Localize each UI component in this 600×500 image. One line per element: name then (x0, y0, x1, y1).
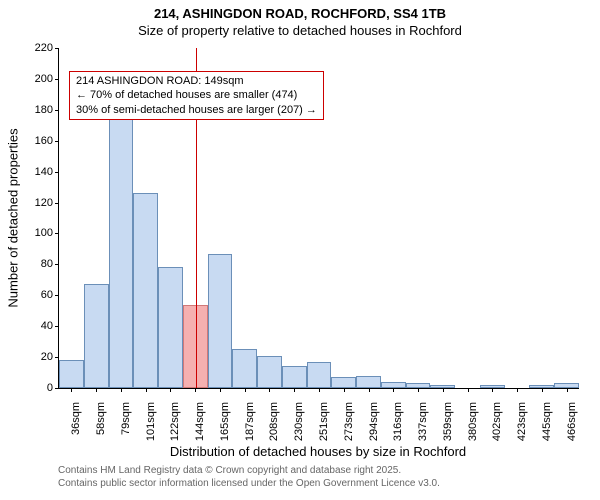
x-tick (96, 388, 97, 392)
x-tick-label: 273sqm (343, 402, 355, 441)
x-tick (146, 388, 147, 392)
x-tick-label: 58sqm (95, 402, 107, 435)
y-tick-label: 0 (47, 382, 59, 394)
histogram-bar-highlighted (183, 305, 208, 388)
histogram-bar (307, 362, 332, 388)
x-tick-label: 122sqm (169, 402, 181, 441)
x-tick (369, 388, 370, 392)
histogram-bar (133, 193, 158, 388)
y-axis-label: Number of detached properties (6, 128, 21, 307)
histogram-bar (282, 366, 307, 388)
x-tick-label: 79sqm (120, 402, 132, 435)
chart-title-line1: 214, ASHINGDON ROAD, ROCHFORD, SS4 1TB (0, 0, 600, 23)
histogram-bar (232, 349, 257, 388)
y-tick-label: 60 (41, 289, 59, 301)
y-tick-label: 120 (35, 197, 59, 209)
x-tick (344, 388, 345, 392)
x-axis-label: Distribution of detached houses by size … (58, 444, 578, 459)
plot-area: 02040608010012014016018020022036sqm58sqm… (58, 48, 579, 389)
histogram-bar (356, 376, 381, 388)
x-tick-label: 251sqm (318, 402, 330, 441)
chart-title-line2: Size of property relative to detached ho… (0, 23, 600, 40)
x-tick (269, 388, 270, 392)
x-tick-label: 36sqm (70, 402, 82, 435)
histogram-bar (208, 254, 233, 388)
annotation-line2: ← 70% of detached houses are smaller (47… (76, 88, 317, 102)
y-tick-label: 180 (35, 104, 59, 116)
x-tick-label: 316sqm (392, 402, 404, 441)
x-tick (195, 388, 196, 392)
x-tick (567, 388, 568, 392)
y-tick-label: 160 (35, 135, 59, 147)
annotation-box: 214 ASHINGDON ROAD: 149sqm← 70% of detac… (69, 71, 324, 120)
y-tick-label: 40 (41, 320, 59, 332)
histogram-bar (109, 113, 134, 388)
histogram-bar (331, 377, 356, 388)
x-tick-label: 466sqm (566, 402, 578, 441)
x-tick (517, 388, 518, 392)
x-tick (245, 388, 246, 392)
x-tick (71, 388, 72, 392)
y-tick-label: 20 (41, 351, 59, 363)
histogram-bar (59, 360, 84, 388)
annotation-line1: 214 ASHINGDON ROAD: 149sqm (76, 74, 317, 88)
footer-line1: Contains HM Land Registry data © Crown c… (58, 464, 440, 477)
x-tick-label: 101sqm (145, 402, 157, 441)
x-tick-label: 445sqm (541, 402, 553, 441)
x-tick-label: 402sqm (491, 402, 503, 441)
y-tick-label: 100 (35, 227, 59, 239)
x-tick (393, 388, 394, 392)
annotation-line3: 30% of semi-detached houses are larger (… (76, 103, 317, 117)
histogram-bar (257, 356, 282, 388)
footer-attribution: Contains HM Land Registry data © Crown c… (58, 464, 440, 490)
x-tick-label: 423sqm (516, 402, 528, 441)
x-tick-label: 337sqm (417, 402, 429, 441)
y-tick-label: 80 (41, 258, 59, 270)
x-tick (468, 388, 469, 392)
histogram-bar (158, 267, 183, 388)
x-tick (121, 388, 122, 392)
x-tick (418, 388, 419, 392)
x-tick-label: 380sqm (467, 402, 479, 441)
x-tick-label: 165sqm (219, 402, 231, 441)
chart-container: 214, ASHINGDON ROAD, ROCHFORD, SS4 1TB S… (0, 0, 600, 500)
y-tick-label: 200 (35, 73, 59, 85)
histogram-bar (84, 284, 109, 388)
x-tick-label: 230sqm (293, 402, 305, 441)
x-tick (170, 388, 171, 392)
footer-line2: Contains public sector information licen… (58, 477, 440, 490)
x-tick (443, 388, 444, 392)
x-tick (220, 388, 221, 392)
x-tick (492, 388, 493, 392)
x-tick (294, 388, 295, 392)
x-tick-label: 359sqm (442, 402, 454, 441)
x-tick-label: 187sqm (244, 402, 256, 441)
y-tick-label: 220 (35, 42, 59, 54)
x-tick (542, 388, 543, 392)
x-tick-label: 144sqm (194, 402, 206, 441)
x-tick-label: 294sqm (368, 402, 380, 441)
y-tick-label: 140 (35, 166, 59, 178)
x-tick-label: 208sqm (268, 402, 280, 441)
x-tick (319, 388, 320, 392)
